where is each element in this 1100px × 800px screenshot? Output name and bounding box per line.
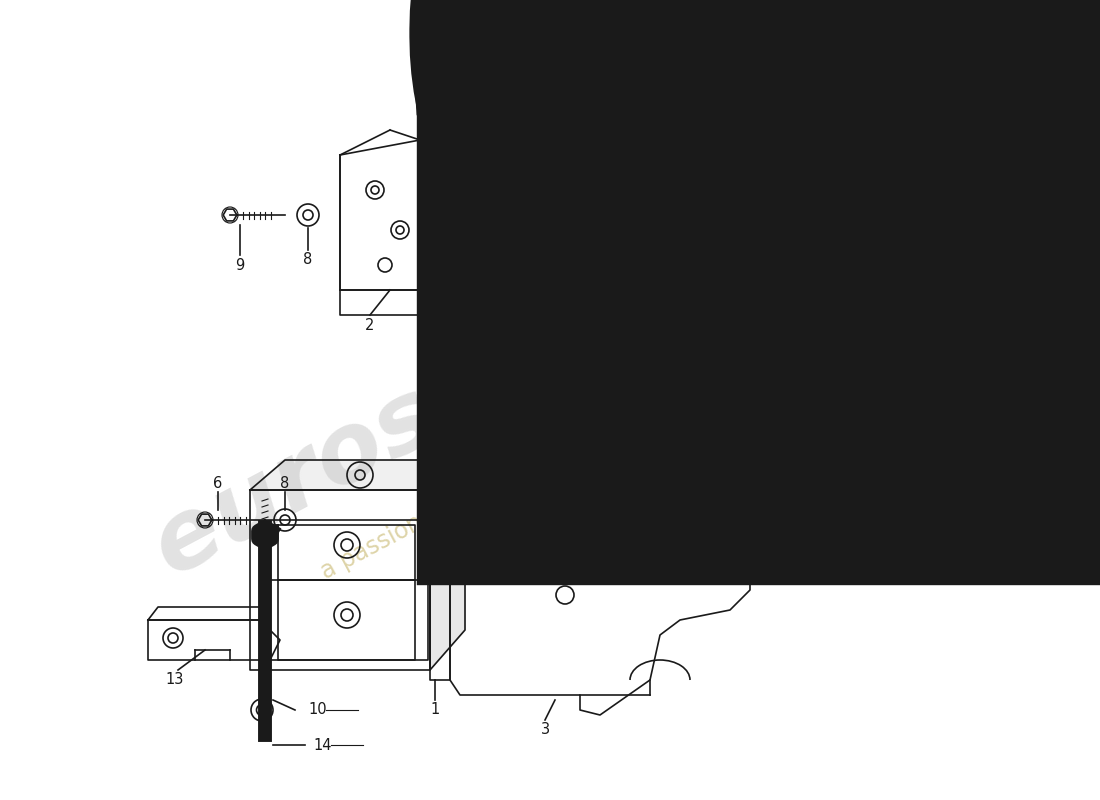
- Polygon shape: [470, 40, 640, 75]
- Polygon shape: [600, 40, 640, 240]
- Text: eurospares: eurospares: [136, 225, 724, 595]
- Text: 7: 7: [461, 435, 471, 450]
- Text: 9: 9: [235, 258, 244, 273]
- Text: 4: 4: [758, 435, 767, 450]
- Text: a passion for parts since 1985: a passion for parts since 1985: [317, 395, 644, 585]
- Text: 8: 8: [541, 438, 551, 454]
- Text: 6: 6: [213, 477, 222, 491]
- Polygon shape: [470, 75, 600, 240]
- Polygon shape: [430, 460, 465, 670]
- Text: 1: 1: [430, 702, 440, 718]
- Polygon shape: [488, 110, 590, 230]
- Text: 10: 10: [308, 702, 327, 718]
- Text: 13: 13: [166, 673, 184, 687]
- Text: 14: 14: [314, 738, 331, 753]
- Text: 3: 3: [540, 722, 550, 738]
- Polygon shape: [250, 490, 430, 670]
- Text: 8: 8: [660, 429, 670, 443]
- Text: 2: 2: [365, 318, 375, 333]
- Text: 8: 8: [280, 477, 289, 491]
- Polygon shape: [250, 460, 465, 490]
- Text: 12: 12: [488, 322, 507, 338]
- Text: 10: 10: [770, 226, 789, 241]
- Text: 11: 11: [536, 298, 554, 313]
- Text: 8: 8: [304, 253, 312, 267]
- Text: 1: 1: [712, 222, 722, 238]
- Text: 14: 14: [817, 287, 836, 302]
- Text: 13: 13: [848, 122, 867, 138]
